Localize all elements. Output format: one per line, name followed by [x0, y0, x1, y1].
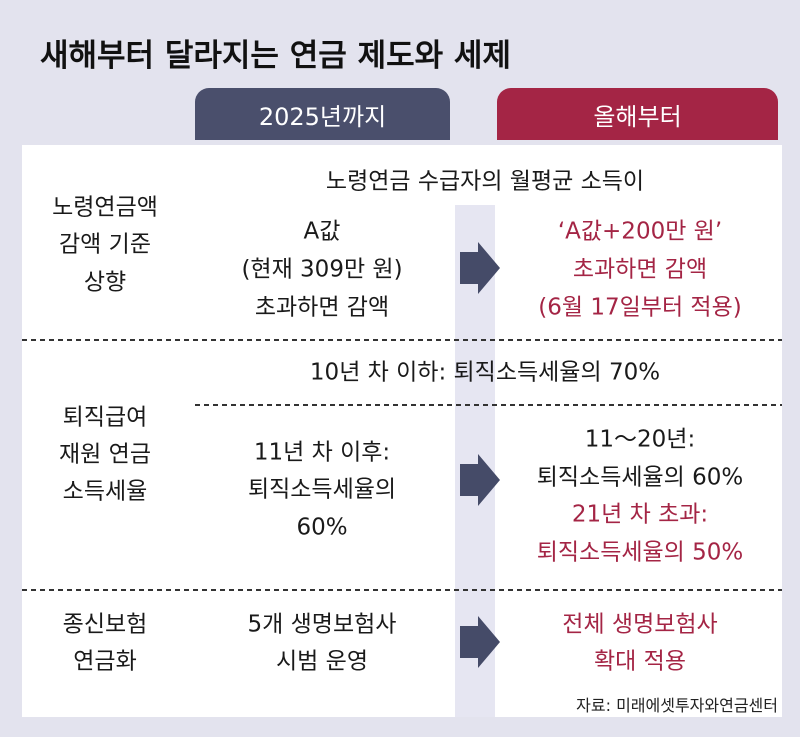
before-text: 초과하면 감액 [254, 294, 390, 321]
after-text: 초과하면 감액 [572, 256, 708, 283]
after-text: 퇴직소득세율의 60% [536, 464, 744, 491]
arrow [460, 454, 500, 506]
before-text: 시범 운영 [276, 648, 368, 675]
before-text: 퇴직소득세율의 [247, 476, 397, 503]
after-text: 11～20년: [584, 426, 696, 453]
after-text: 전체 생명보험사 [562, 611, 718, 638]
row-label: 종신보험 [62, 611, 148, 638]
source: 자료: 미래에셋투자와연금센터 [576, 696, 778, 715]
panel [22, 145, 782, 717]
column-header: 2025년까지 [195, 88, 450, 140]
before-text: (현재 309만 원) [241, 256, 403, 283]
title: 새해부터 달라지는 연금 제도와 세제 [40, 38, 511, 74]
after-text: 퇴직소득세율의 50% [536, 539, 744, 566]
before-text: 5개 생명보험사 [247, 611, 397, 638]
after-text: 확대 적용 [594, 648, 686, 675]
after-text: 21년 차 초과: [571, 501, 709, 528]
row-label: 소득세율 [62, 478, 148, 505]
row-label: 재원 연금 [59, 441, 151, 468]
arrow [460, 616, 500, 668]
row-label: 퇴직급여 [62, 404, 148, 431]
before-text: A값 [303, 218, 341, 245]
before-text: 11년 차 이후: [253, 439, 391, 466]
shared-text: 10년 차 이하: 퇴직소득세율의 70% [309, 359, 661, 386]
row-label: 노령연금액 [52, 194, 158, 221]
row-label: 상향 [83, 269, 127, 296]
before-text: 60% [296, 514, 348, 541]
arrow [460, 242, 500, 294]
row-label: 연금화 [73, 648, 137, 675]
after-text: (6월 17일부터 적용) [538, 294, 742, 321]
after-text: ‘A값+200만 원’ [557, 218, 723, 245]
row-label: 감액 기준 [59, 231, 151, 258]
column-header: 올해부터 [497, 88, 778, 140]
shared-text: 노령연금 수급자의 월평균 소득이 [325, 168, 645, 195]
